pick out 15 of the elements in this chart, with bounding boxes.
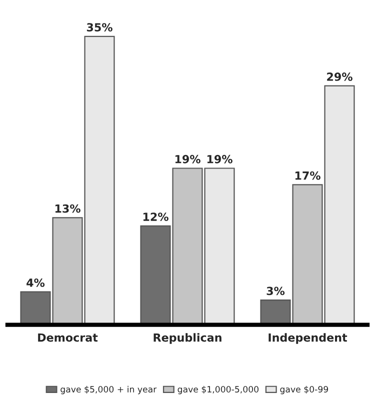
data-label: 19% [175, 154, 200, 164]
x-tick-label: Democrat [38, 333, 98, 342]
data-label: 19% [207, 154, 232, 164]
data-label: 3% [266, 286, 285, 296]
data-label: 4% [26, 278, 45, 287]
data-label: 17% [295, 171, 320, 180]
legend-label: gave $1,000-5,000 [178, 386, 258, 394]
legend-label: gave $5,000 + in year [60, 386, 157, 394]
x-tick-label: Republican [154, 333, 222, 344]
x-tick-label: Independent [268, 333, 348, 344]
data-label: 13% [55, 204, 80, 213]
data-label: 12% [143, 212, 168, 221]
data-label: 35% [86, 23, 112, 32]
legend-label: gave $0-99 [280, 386, 328, 394]
data-label: 29% [327, 72, 352, 81]
